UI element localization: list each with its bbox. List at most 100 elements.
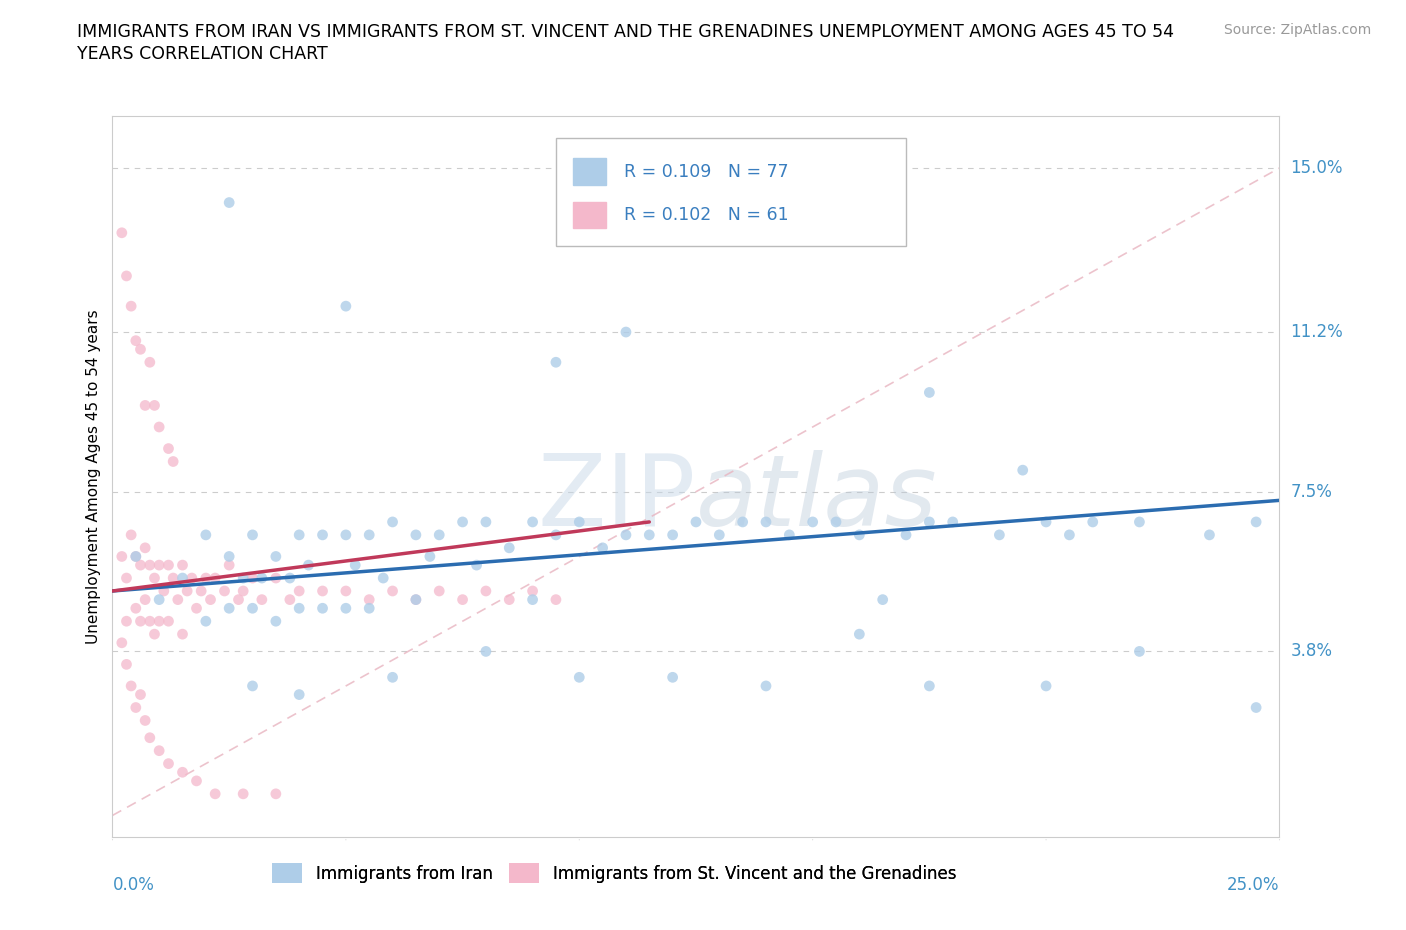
Point (162, 454, 184, 469)
Point (125, 549, 148, 564)
Point (143, 627, 166, 642)
Point (218, 558, 240, 573)
Point (180, 571, 202, 586)
Point (186, 774, 208, 789)
Point (200, 592, 222, 607)
Point (278, 571, 301, 586)
Point (568, 670, 591, 684)
Point (335, 299, 357, 313)
Point (129, 342, 152, 357)
Point (194, 614, 217, 629)
Point (134, 540, 156, 555)
Point (568, 514, 591, 529)
Point (592, 540, 614, 555)
Point (172, 627, 194, 642)
Text: R = 0.102   N = 61: R = 0.102 N = 61 (624, 206, 789, 224)
Point (125, 333, 148, 348)
Point (709, 527, 731, 542)
Point (825, 514, 848, 529)
Text: 3.8%: 3.8% (1291, 643, 1333, 660)
Point (148, 614, 170, 629)
Point (451, 592, 474, 607)
Point (194, 571, 217, 586)
Point (918, 679, 941, 694)
Point (522, 592, 544, 607)
Point (405, 592, 427, 607)
Point (1128, 514, 1150, 529)
Point (288, 527, 311, 542)
Point (661, 670, 683, 684)
Point (381, 583, 404, 598)
Point (129, 558, 152, 573)
Point (311, 583, 333, 598)
Point (120, 299, 142, 313)
Point (522, 514, 544, 529)
Point (359, 601, 381, 616)
Point (335, 527, 357, 542)
Point (148, 743, 170, 758)
Point (157, 756, 180, 771)
Point (139, 614, 162, 629)
Point (264, 787, 287, 802)
Point (148, 419, 170, 434)
Point (186, 601, 208, 616)
Point (250, 571, 273, 586)
Point (755, 679, 778, 694)
Point (148, 558, 170, 573)
Point (242, 679, 264, 694)
Point (1081, 514, 1104, 529)
Text: YEARS CORRELATION CHART: YEARS CORRELATION CHART (77, 45, 328, 62)
Text: R = 0.109   N = 77: R = 0.109 N = 77 (624, 163, 789, 180)
Point (166, 592, 188, 607)
Point (1244, 700, 1267, 715)
Point (172, 571, 194, 586)
Text: atlas: atlas (696, 450, 938, 547)
Point (125, 700, 148, 715)
Point (988, 527, 1011, 542)
Point (288, 687, 311, 702)
Point (190, 583, 212, 598)
Point (311, 527, 333, 542)
Point (427, 527, 450, 542)
Text: 7.5%: 7.5% (1291, 483, 1333, 500)
FancyBboxPatch shape (555, 138, 905, 246)
Point (115, 269, 138, 284)
Point (228, 592, 250, 607)
Text: 15.0%: 15.0% (1291, 159, 1343, 177)
Point (475, 644, 498, 658)
Point (918, 385, 941, 400)
Point (172, 558, 194, 573)
Point (120, 679, 142, 694)
Point (419, 549, 441, 564)
Point (139, 730, 162, 745)
Point (111, 549, 134, 564)
Point (522, 583, 544, 598)
Point (162, 571, 184, 586)
Point (264, 549, 287, 564)
Point (242, 601, 264, 616)
Point (544, 355, 567, 370)
Point (157, 441, 180, 456)
Point (544, 527, 567, 542)
Point (1198, 527, 1220, 542)
Point (125, 549, 148, 564)
Point (288, 601, 311, 616)
Point (242, 527, 264, 542)
Text: Source: ZipAtlas.com: Source: ZipAtlas.com (1223, 23, 1371, 37)
Point (544, 592, 567, 607)
Point (381, 514, 404, 529)
Point (359, 592, 381, 607)
Text: 25.0%: 25.0% (1227, 876, 1279, 894)
Point (115, 657, 138, 671)
Point (685, 514, 707, 529)
Point (111, 225, 134, 240)
Point (638, 527, 661, 542)
Point (373, 571, 395, 586)
Point (1035, 514, 1057, 529)
Point (475, 514, 498, 529)
Point (311, 601, 333, 616)
Point (264, 614, 287, 629)
Bar (574, 158, 606, 185)
Point (288, 583, 311, 598)
Legend: Immigrants from Iran, Immigrants from St. Vincent and the Grenadines: Immigrants from Iran, Immigrants from St… (266, 857, 963, 890)
